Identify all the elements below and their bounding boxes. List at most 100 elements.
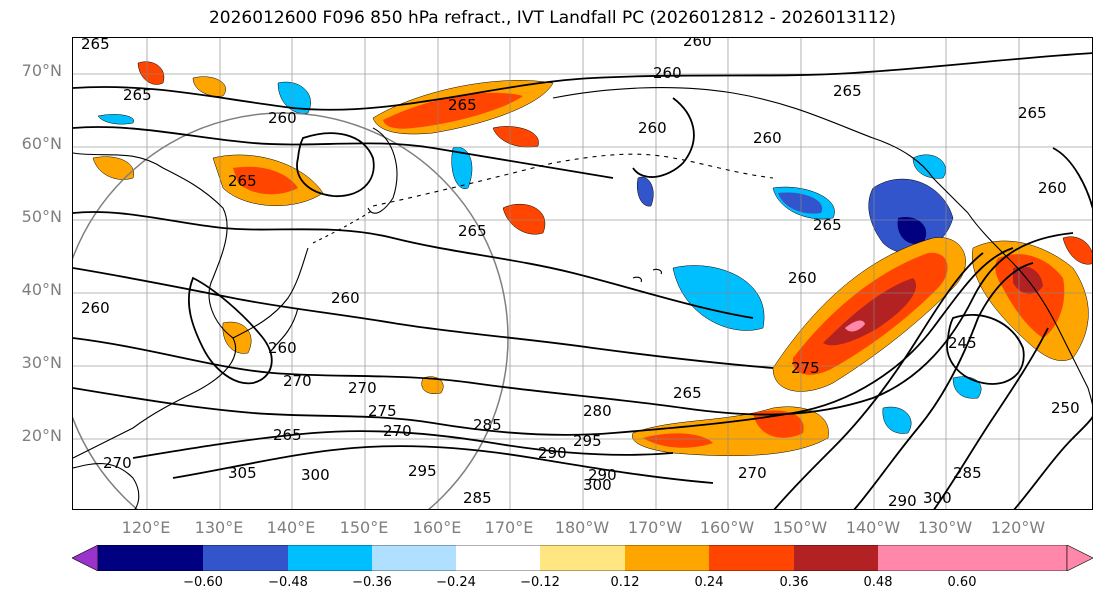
contour-label: 265 <box>673 384 702 402</box>
japan-coast <box>232 247 309 349</box>
contour-label: 265 <box>813 216 842 234</box>
alaska-coast <box>552 87 969 214</box>
contour-label: 260 <box>753 129 782 147</box>
colorbar-tick: 0.12 <box>610 575 640 590</box>
contour-line <box>1013 415 1092 509</box>
contour-label: 260 <box>81 299 110 317</box>
lon-label-130e: 130°E <box>194 518 244 537</box>
contour-label: 260 <box>268 109 297 127</box>
kuril-chain <box>312 209 374 244</box>
colorbar-cell <box>962 545 1067 571</box>
contour-label: 300 <box>923 489 952 507</box>
contour-label: 260 <box>331 289 360 307</box>
graticule <box>73 38 1092 509</box>
contour-label: 270 <box>738 464 767 482</box>
lon-label-130w: 130°W <box>917 518 973 537</box>
colorbar-tick: 0.36 <box>779 575 809 590</box>
map-panel: 260 260 265 265 260 265 265 260 265 260 … <box>72 37 1093 510</box>
anomaly-patch <box>778 192 823 214</box>
contour-label: 290 <box>888 492 917 510</box>
lon-label-160e: 160°E <box>412 518 462 537</box>
contour-label: 275 <box>368 402 397 420</box>
colorbar-under-arrow <box>71 544 99 572</box>
colorbar-tick: −0.36 <box>352 575 392 590</box>
colorbar-cell <box>288 545 372 571</box>
anomaly-patch <box>952 376 982 399</box>
lat-label-70: 70°N <box>21 61 62 80</box>
contour-label: 250 <box>1051 399 1080 417</box>
anomaly-patch <box>912 154 946 179</box>
colorbar-tick: 0.60 <box>947 575 977 590</box>
contour-label: 295 <box>408 462 437 480</box>
colorbar-tick: −0.12 <box>520 575 560 590</box>
anomaly-fill-layer <box>92 61 1092 457</box>
contour-label: 265 <box>123 86 152 104</box>
lon-label-170w: 170°W <box>627 518 683 537</box>
contour-label: 270 <box>348 379 377 397</box>
contour-label: 285 <box>953 464 982 482</box>
contour-label: 285 <box>473 416 502 434</box>
anomaly-patch <box>882 406 912 434</box>
anomaly-patch <box>451 146 473 189</box>
colorbar-cell <box>372 545 456 571</box>
contour-label: 260 <box>1038 179 1067 197</box>
contour-label: 260 <box>653 64 682 82</box>
anomaly-patch <box>643 433 713 448</box>
kamchatka-coast <box>367 127 398 214</box>
lat-label-40: 40°N <box>21 280 62 299</box>
anomaly-patch <box>1062 236 1092 265</box>
anomaly-patch <box>97 114 135 125</box>
contour-label: 270 <box>103 454 132 472</box>
colorbar-tick: 0.24 <box>694 575 724 590</box>
contour-label: 275 <box>791 359 820 377</box>
contour-line <box>73 232 1074 416</box>
contour-label: 265 <box>1018 104 1047 122</box>
lat-label-30: 30°N <box>21 353 62 372</box>
contour-label: 305 <box>228 464 257 482</box>
contour-line <box>188 276 273 385</box>
aleutian-chain <box>372 153 774 207</box>
contour-label: 265 <box>833 82 862 100</box>
colorbar-over-arrow <box>1066 544 1094 572</box>
contour-label: 300 <box>583 476 612 494</box>
contour-label: 265 <box>228 172 257 190</box>
asia-coast <box>73 152 237 459</box>
contour-label: 290 <box>538 444 567 462</box>
contour-label: 260 <box>638 119 667 137</box>
contour-line <box>73 267 774 369</box>
contour-label: 290 <box>588 466 617 484</box>
lon-label-170e: 170°E <box>484 518 534 537</box>
contour-label: 265 <box>458 222 487 240</box>
contour-label: 260 <box>683 38 712 50</box>
contour-label: 285 <box>463 489 492 507</box>
contour-line <box>946 313 1025 385</box>
colorbar-cell <box>456 545 540 571</box>
contour-label: 280 <box>583 402 612 420</box>
anomaly-patch <box>192 76 226 97</box>
contour-label: 265 <box>448 96 477 114</box>
anomaly-patch <box>897 217 927 245</box>
colorbar <box>71 544 1094 575</box>
anomaly-patch <box>277 81 311 114</box>
contour-label: 265 <box>81 38 110 53</box>
anomaly-patch <box>222 321 252 354</box>
contour-line <box>853 262 1034 509</box>
contour-line <box>773 252 984 509</box>
contour-line <box>933 327 1049 509</box>
anomaly-patch <box>92 156 134 180</box>
anomaly-patch <box>502 203 546 235</box>
lat-label-20: 20°N <box>21 426 62 445</box>
anomaly-patch <box>137 61 165 85</box>
contour-line <box>73 247 1014 436</box>
anomaly-patch <box>233 166 298 195</box>
colorbar-cell <box>794 545 878 571</box>
anomaly-patch <box>383 92 523 129</box>
coastlines <box>73 87 1092 509</box>
contour-line <box>73 211 754 319</box>
map-title: 2026012600 F096 850 hPa refract., IVT La… <box>208 8 896 28</box>
contour-line <box>73 52 1092 111</box>
contour-line <box>172 445 714 484</box>
lon-label-140w: 140°W <box>845 518 901 537</box>
anomaly-patch <box>637 176 654 207</box>
contour-line <box>296 132 375 197</box>
